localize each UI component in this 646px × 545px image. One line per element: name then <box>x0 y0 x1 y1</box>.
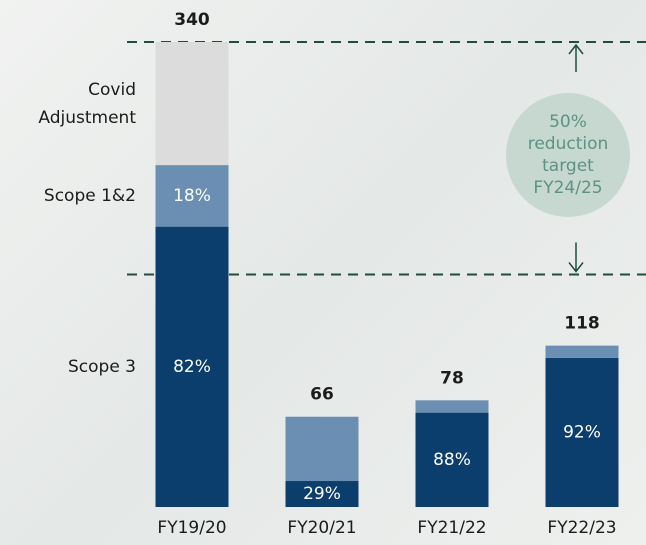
series-label: Covid Adjustment <box>38 79 136 128</box>
bar-segment <box>415 412 489 507</box>
bar-segment <box>285 481 359 507</box>
annotation-line: FY24/25 <box>533 178 603 198</box>
target-annotation: 50% reduction target FY24/25 <box>506 93 630 217</box>
bar-segment <box>415 400 489 413</box>
share-label: 18% <box>173 186 211 206</box>
bar-segment <box>155 165 229 227</box>
x-tick-label: FY22/23 <box>547 518 616 538</box>
share-label: 29% <box>303 484 341 504</box>
bar-segment <box>155 226 229 507</box>
x-tick-label: FY20/21 <box>287 518 356 538</box>
annotation-line: target <box>542 156 594 176</box>
bar-segment <box>285 416 359 482</box>
share-label: 82% <box>173 357 211 377</box>
annotation-line: 50% <box>549 112 587 132</box>
series-label: Scope 3 <box>67 356 136 377</box>
x-tick-label: FY21/22 <box>417 518 486 538</box>
arrow <box>568 43 584 72</box>
arrow <box>568 242 584 273</box>
total-label: 340 <box>174 10 210 30</box>
total-label: 118 <box>564 314 600 334</box>
total-label: 78 <box>440 368 464 388</box>
series-label: Scope 1&2 <box>43 185 136 206</box>
bar-segment <box>155 42 229 166</box>
annotation-line: reduction <box>527 134 609 154</box>
share-label: 88% <box>433 450 471 470</box>
x-tick-label: FY19/20 <box>157 518 226 538</box>
bar-segment <box>545 345 619 358</box>
bar-segment <box>545 357 619 507</box>
share-label: 92% <box>563 422 601 442</box>
total-label: 66 <box>310 385 334 405</box>
